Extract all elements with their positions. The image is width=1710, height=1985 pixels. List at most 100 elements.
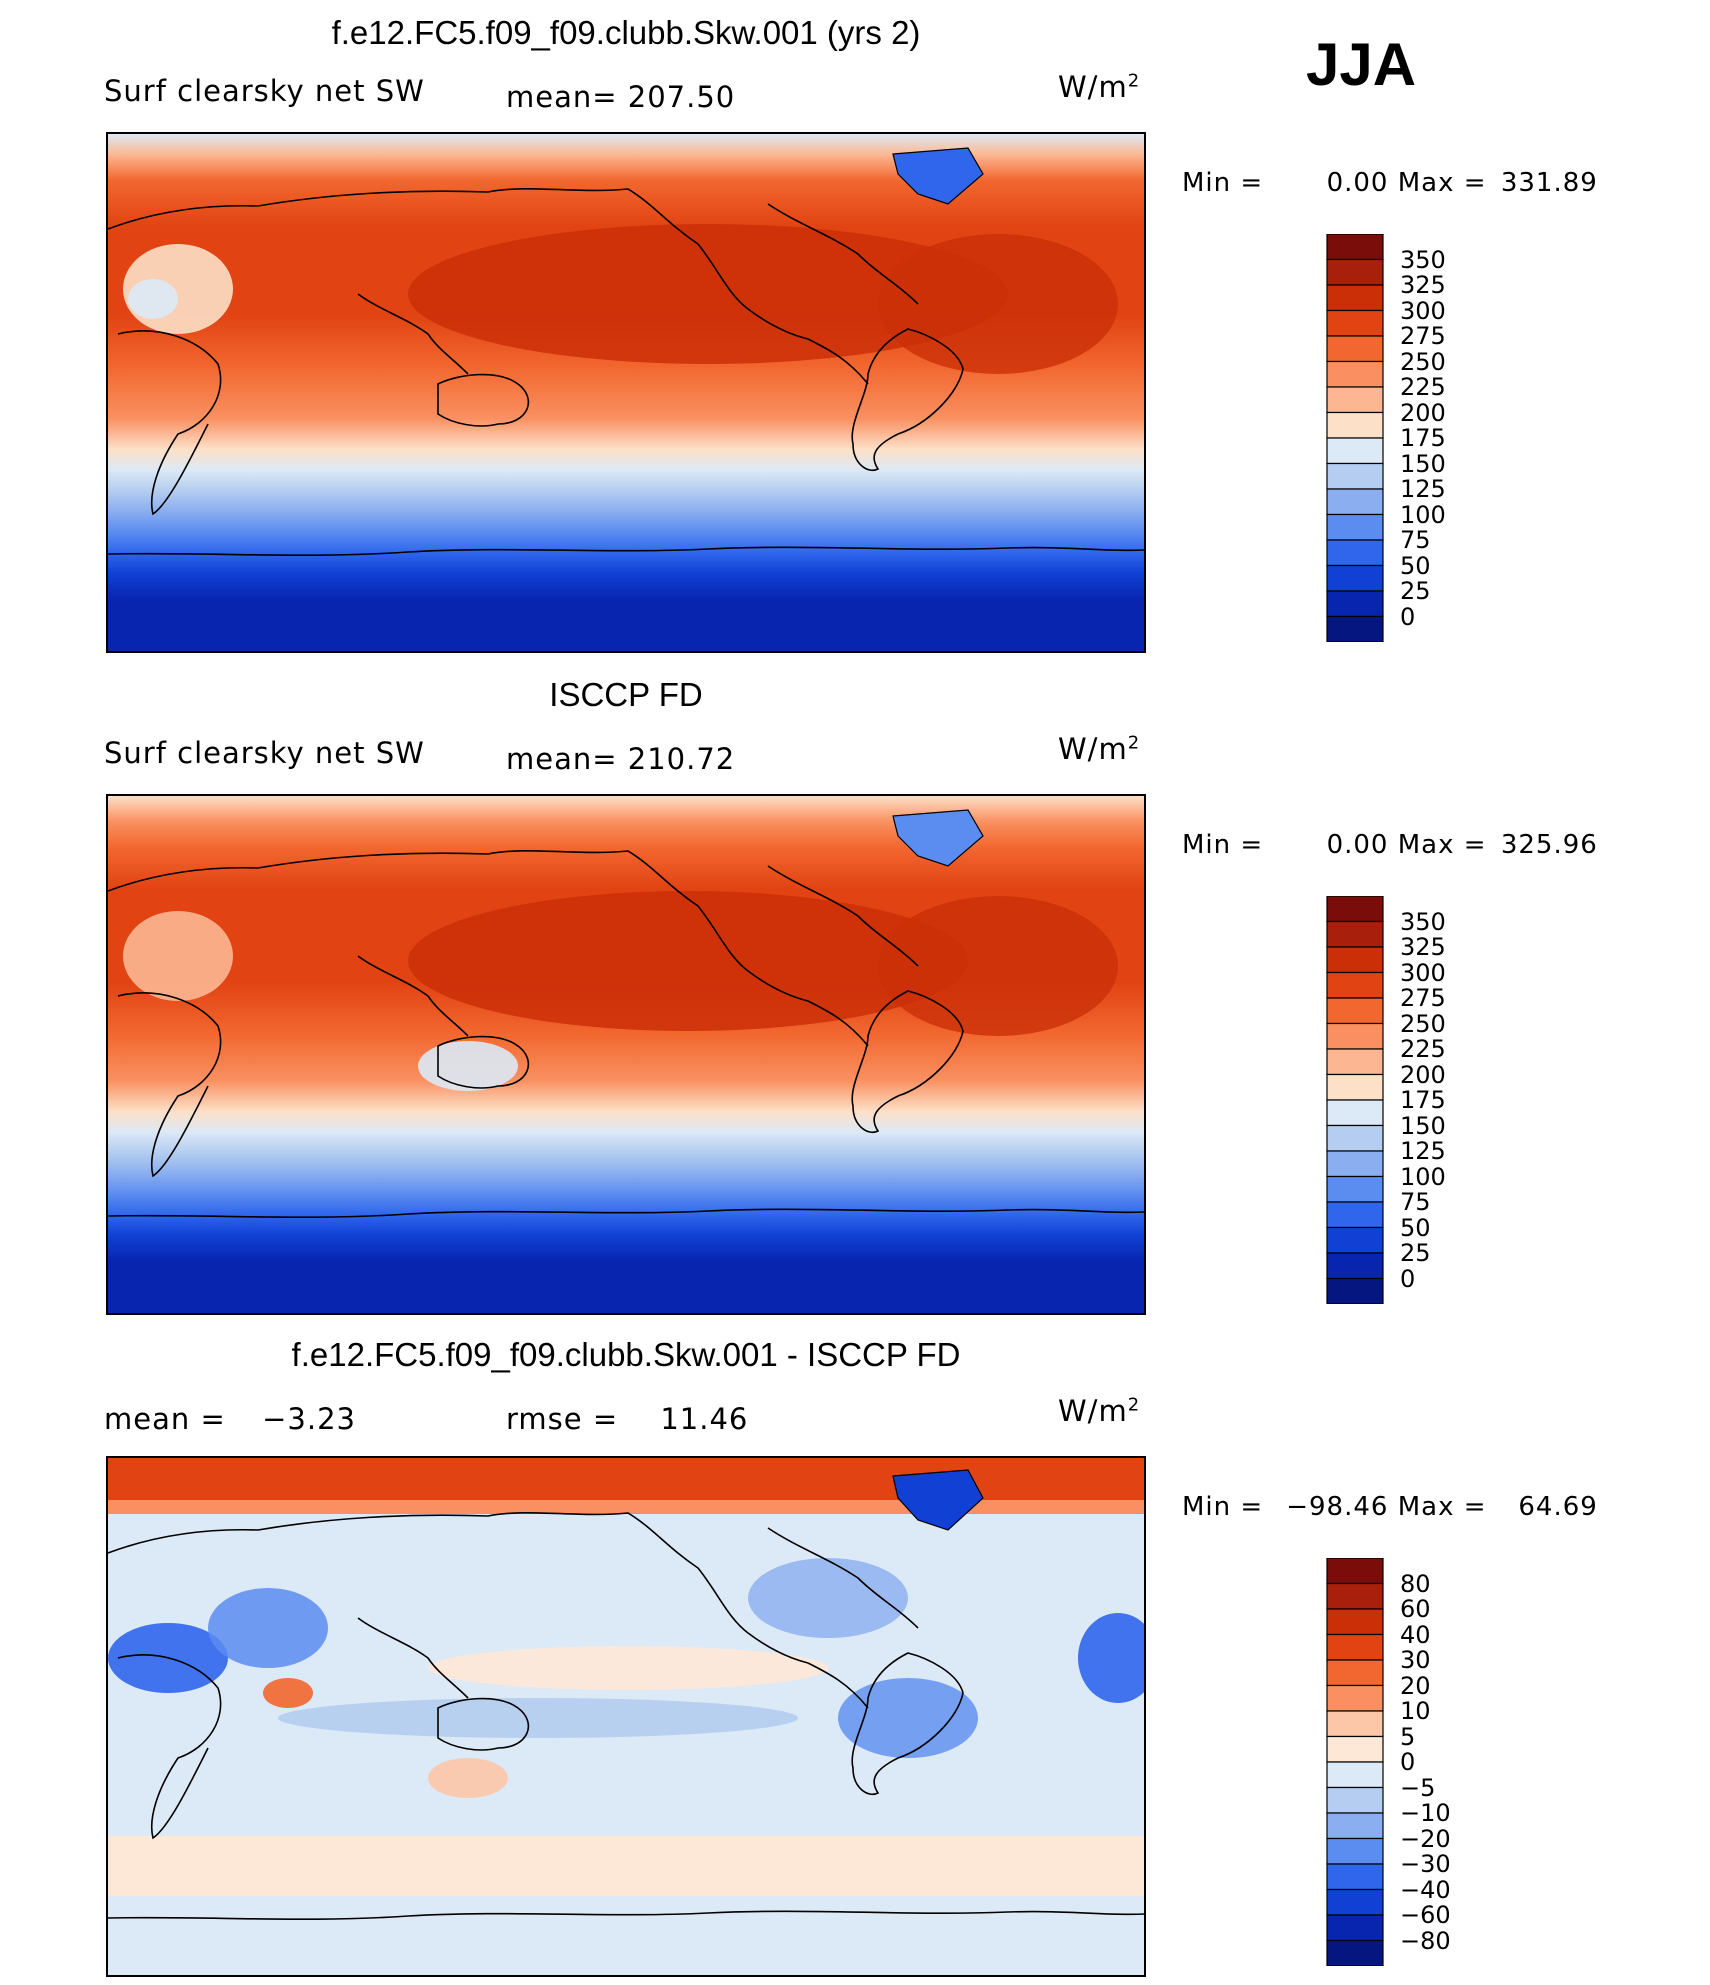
colorbar-tick-label: 200 [1400,398,1446,427]
colorbar-box [1326,411,1384,439]
colorbar-box [1326,513,1384,541]
panel-1-min-label: Min = [1182,168,1264,198]
panel-3-southern-band [108,1836,1144,1896]
colorbar-box [1326,1277,1384,1304]
colorbar-box [1326,309,1384,337]
panel-1-map [106,132,1146,653]
colorbar-box [1326,1558,1384,1585]
panel-3-rmse: rmse = 11.46 [506,1402,749,1436]
colorbar-tick-label: 150 [1400,1111,1446,1140]
colorbar-tick-label: 300 [1400,958,1446,987]
panel-3-coast-africa [117,1654,222,1840]
colorbar-tick-label: 50 [1400,551,1431,580]
colorbar-tick-label: 0 [1400,602,1416,631]
colorbar-box [1326,946,1384,974]
season-label: JJA [1306,31,1417,98]
colorbar-box [1326,1022,1384,1050]
colorbar-box [1326,1150,1384,1178]
colorbar-tick-label: −5 [1400,1773,1436,1802]
colorbar-tick-label: 175 [1400,1086,1446,1114]
colorbar-box [1326,539,1384,567]
panel-3-max-label: Max = [1397,1492,1487,1522]
panel-3-units: W/m2 [1058,1394,1141,1428]
panel-1-min-value: 0.00 [1326,168,1389,198]
panel-2-variable: Surf clearsky net SW [104,736,425,770]
panel-2-atlantic-max [878,896,1118,1036]
panel-3-australia-pos [428,1758,508,1798]
colorbar-svg [1326,896,1384,1304]
colorbar-tick-label: 275 [1400,984,1446,1012]
colorbar-tick-label: 225 [1400,373,1446,401]
colorbar-tick-label: −30 [1400,1850,1451,1878]
colorbar-box [1326,1888,1384,1916]
panel-2-australia-fill [418,1041,518,1091]
colorbar-box [1326,1073,1384,1101]
panel-1-coast-north [108,187,869,385]
panel-1-greenland [892,147,984,205]
colorbar-svg [1326,1558,1384,1966]
colorbar-box [1326,1226,1384,1254]
colorbar-box [1326,1252,1384,1280]
panel-2-map-svg [108,796,1144,1313]
colorbar-tick-label: 125 [1400,475,1446,503]
panel-1-colorbar [1326,234,1384,642]
panel-3-atlantic-neg [1078,1613,1144,1703]
colorbar-box [1326,997,1384,1025]
panel-3-map-svg [108,1458,1144,1975]
panel-2-map [106,794,1146,1315]
colorbar-tick-label: −40 [1400,1875,1451,1904]
panel-3-arctic-edge [108,1500,1144,1514]
colorbar-tick-label: 100 [1400,500,1446,529]
colorbar-tick-label: 50 [1400,1213,1431,1242]
colorbar-box [1326,1175,1384,1203]
colorbar-tick-label: 75 [1400,526,1431,554]
panel-2-pacific-max [408,891,968,1031]
panel-3-coast-asia [357,1617,469,1699]
colorbar-tick-label: 60 [1400,1595,1431,1623]
colorbar-tick-label: 80 [1400,1569,1431,1598]
colorbar-box [1326,437,1384,465]
panel-1-map-svg [108,134,1144,651]
colorbar-tick-label: 325 [1400,933,1446,961]
panel-2-coast-southamerica [851,990,964,1133]
colorbar-box [1326,234,1384,261]
colorbar-box [1326,258,1384,286]
panel-1-minmax: Min = 0.00 Max = 331.89 [1182,168,1598,198]
colorbar-box [1326,1939,1384,1966]
colorbar-box [1326,1659,1384,1687]
colorbar-tick-label: 20 [1400,1671,1431,1700]
panel-3-mideast-neg [208,1588,328,1668]
colorbar-box [1326,462,1384,490]
panel-1-coast-asia [357,293,469,375]
panel-3-coast-australia [437,1697,530,1751]
colorbar-box [1326,1812,1384,1840]
panel-3-coast-north [108,1511,869,1709]
colorbar-tick-label: 350 [1400,245,1446,274]
colorbar-tick-label: 25 [1400,577,1431,605]
colorbar-tick-label: 275 [1400,322,1446,350]
panel-2-title: ISCCP FD [549,676,703,713]
panel-2-sahara [123,911,233,1001]
colorbar-box [1326,488,1384,516]
colorbar-tick-label: 175 [1400,424,1446,452]
colorbar-box [1326,920,1384,948]
colorbar-box [1326,1710,1384,1738]
panel-2-coast-north [108,849,869,1047]
panel-3-amazon-neg [838,1678,978,1758]
colorbar-tick-label: −60 [1400,1901,1451,1929]
panel-1-units: W/m2 [1058,70,1141,104]
colorbar-box [1326,284,1384,312]
panel-1-coast-southamerica [851,328,964,471]
colorbar-tick-label: 200 [1400,1060,1446,1089]
colorbar-box [1326,1863,1384,1891]
panel-3-coast-namerica [767,1527,919,1629]
panel-2-mean: mean= 210.72 [506,742,736,776]
panel-1-max-label: Max = [1397,168,1487,198]
panel-3-pacific-pos [428,1646,828,1690]
panel-2-greenland [892,809,984,867]
panel-1-title: f.e12.FC5.f09_f09.clubb.Skw.001 (yrs 2) [331,14,921,51]
colorbar-tick-label: 225 [1400,1035,1446,1063]
panel-3-arabia-pos [263,1678,313,1708]
panel-1-max-value: 331.89 [1500,168,1598,198]
colorbar-tick-label: 0 [1400,1748,1416,1776]
